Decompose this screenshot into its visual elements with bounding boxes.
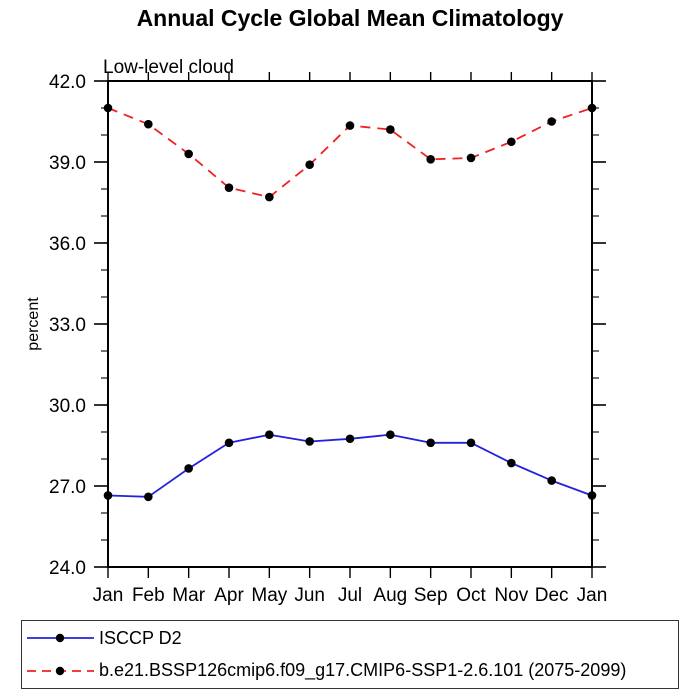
data-point-marker <box>345 121 355 130</box>
x-axis-tick-label: Jun <box>294 585 325 606</box>
data-point-marker <box>305 160 314 169</box>
data-point-marker <box>345 434 355 444</box>
data-point-marker <box>386 125 395 134</box>
data-point-marker <box>466 153 476 163</box>
legend-sample-marker <box>55 666 65 675</box>
data-point-marker <box>265 192 274 202</box>
x-axis-ticks: Jan Feb Mar Apr May Jun Jul Aug Sep Oct Nov Dec Jan <box>93 72 608 606</box>
legend-label-model: b.e21.BSSP126cmip6.f09_g17.CMIP6-SSP1-2.… <box>99 660 627 681</box>
data-point-marker <box>103 491 113 500</box>
data-point-marker <box>184 464 193 473</box>
series-0 <box>103 430 597 502</box>
x-axis-tick-label: Jan <box>93 585 124 606</box>
x-axis-tick-label: Apr <box>214 585 244 606</box>
x-axis-tick-label: Mar <box>172 585 205 606</box>
data-point-marker <box>224 438 234 448</box>
data-point-marker <box>547 117 556 126</box>
data-point-marker <box>426 438 435 448</box>
legend-sample-solid-line-icon <box>27 634 94 643</box>
y-axis-ticks: 24.0 27.0 30.0 33.0 36.0 39.0 42.0 <box>49 72 606 579</box>
legend-sample-dashed-line-icon <box>27 666 94 675</box>
y-axis-tick-label: 33.0 <box>49 315 86 336</box>
legend-row-model: b.e21.BSSP126cmip6.f09_g17.CMIP6-SSP1-2.… <box>24 656 678 686</box>
x-axis-tick-label: Dec <box>535 585 569 606</box>
data-point-marker <box>547 476 556 485</box>
data-point-marker <box>507 137 516 147</box>
data-point-marker <box>466 438 476 448</box>
y-axis-tick-label: 42.0 <box>49 72 86 93</box>
data-point-marker <box>587 103 597 113</box>
chart-subtitle: Low-level cloud <box>103 57 234 78</box>
x-axis-tick-label: Feb <box>132 585 165 606</box>
legend-sample-marker <box>55 634 65 643</box>
data-point-marker <box>426 155 435 164</box>
data-point-marker <box>144 492 153 502</box>
data-point-marker <box>305 437 314 446</box>
x-axis-tick-label: May <box>251 585 287 606</box>
y-axis-tick-label: 36.0 <box>49 234 86 255</box>
series-line <box>107 433 593 498</box>
legend-label-isccp: ISCCP D2 <box>99 627 182 648</box>
series-1 <box>103 103 597 202</box>
y-axis-tick-label: 24.0 <box>49 558 86 579</box>
data-point-marker <box>265 430 274 440</box>
y-axis-tick-label: 27.0 <box>49 477 86 498</box>
y-axis-tick-label: 39.0 <box>49 153 86 174</box>
x-axis-tick-label: Nov <box>494 585 528 606</box>
data-point-marker <box>144 119 153 129</box>
x-axis-tick-label: Oct <box>456 585 486 606</box>
annual-cycle-plot: Low-level cloud percent 24.0 27.0 30.0 33.0 36… <box>25 57 608 606</box>
x-axis-tick-label: Sep <box>414 585 448 606</box>
data-point-marker <box>184 149 193 159</box>
x-axis-tick-label: Aug <box>373 585 407 606</box>
data-point-marker <box>103 103 113 113</box>
x-axis-tick-label: Jan <box>577 585 608 606</box>
y-axis-tick-label: 30.0 <box>49 396 86 417</box>
x-axis-tick-label: Jul <box>338 585 362 606</box>
legend-row-isccp: ISCCP D2 <box>24 623 678 653</box>
data-point-marker <box>386 430 395 440</box>
data-point-marker <box>587 491 597 500</box>
data-point-marker <box>224 183 234 192</box>
y-axis-title: percent <box>25 297 42 351</box>
chart-title: Annual Cycle Global Mean Climatology <box>136 5 564 31</box>
plot-frame <box>107 80 593 568</box>
legend-box: ISCCP D2 b.e21.BSSP126cmip6.f09_g17.CMIP… <box>21 620 679 689</box>
data-point-marker <box>507 458 516 468</box>
